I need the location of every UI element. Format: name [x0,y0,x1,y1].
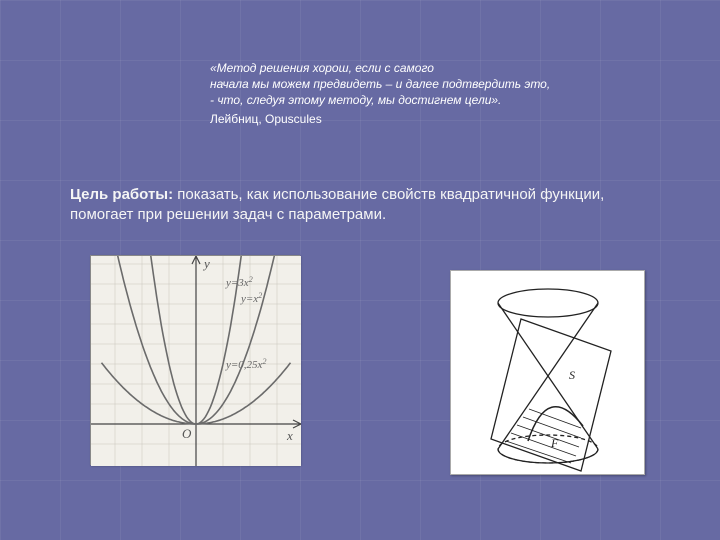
figure-parabolas: yxOy=3x2y=x2y=0,25x2 [90,255,300,465]
parabola-chart-svg: yxOy=3x2y=x2y=0,25x2 [91,256,301,466]
svg-text:x: x [286,428,293,443]
svg-text:y=3x2: y=3x2 [225,275,253,289]
section-label: S [569,368,575,382]
goal-block: Цель работы: показать, как использование… [70,185,660,226]
epigraph-attribution: Лейбниц, Opuscules [210,111,690,127]
epigraph-block: «Метод решения хорош, если с самого нача… [210,60,690,127]
cone-diagram-svg: S F [451,271,646,476]
svg-text:y=0,25x2: y=0,25x2 [225,357,266,371]
epigraph-line-1: «Метод решения хорош, если с самого [210,60,690,76]
plane-label: F [550,436,559,450]
cone-lower-left [498,376,548,449]
epigraph-line-2: начала мы можем предвидеть – и далее под… [210,76,690,92]
goal-label: Цель работы: [70,186,173,203]
cone-upper-left [498,303,548,376]
svg-text:O: O [182,426,192,441]
epigraph-line-3: - что, следуя этому методу, мы достигнем… [210,92,690,108]
cone-upper-right [548,303,598,376]
cone-top-rim [498,289,598,317]
figure-conic-section: S F [450,270,645,475]
svg-text:y: y [202,256,210,271]
